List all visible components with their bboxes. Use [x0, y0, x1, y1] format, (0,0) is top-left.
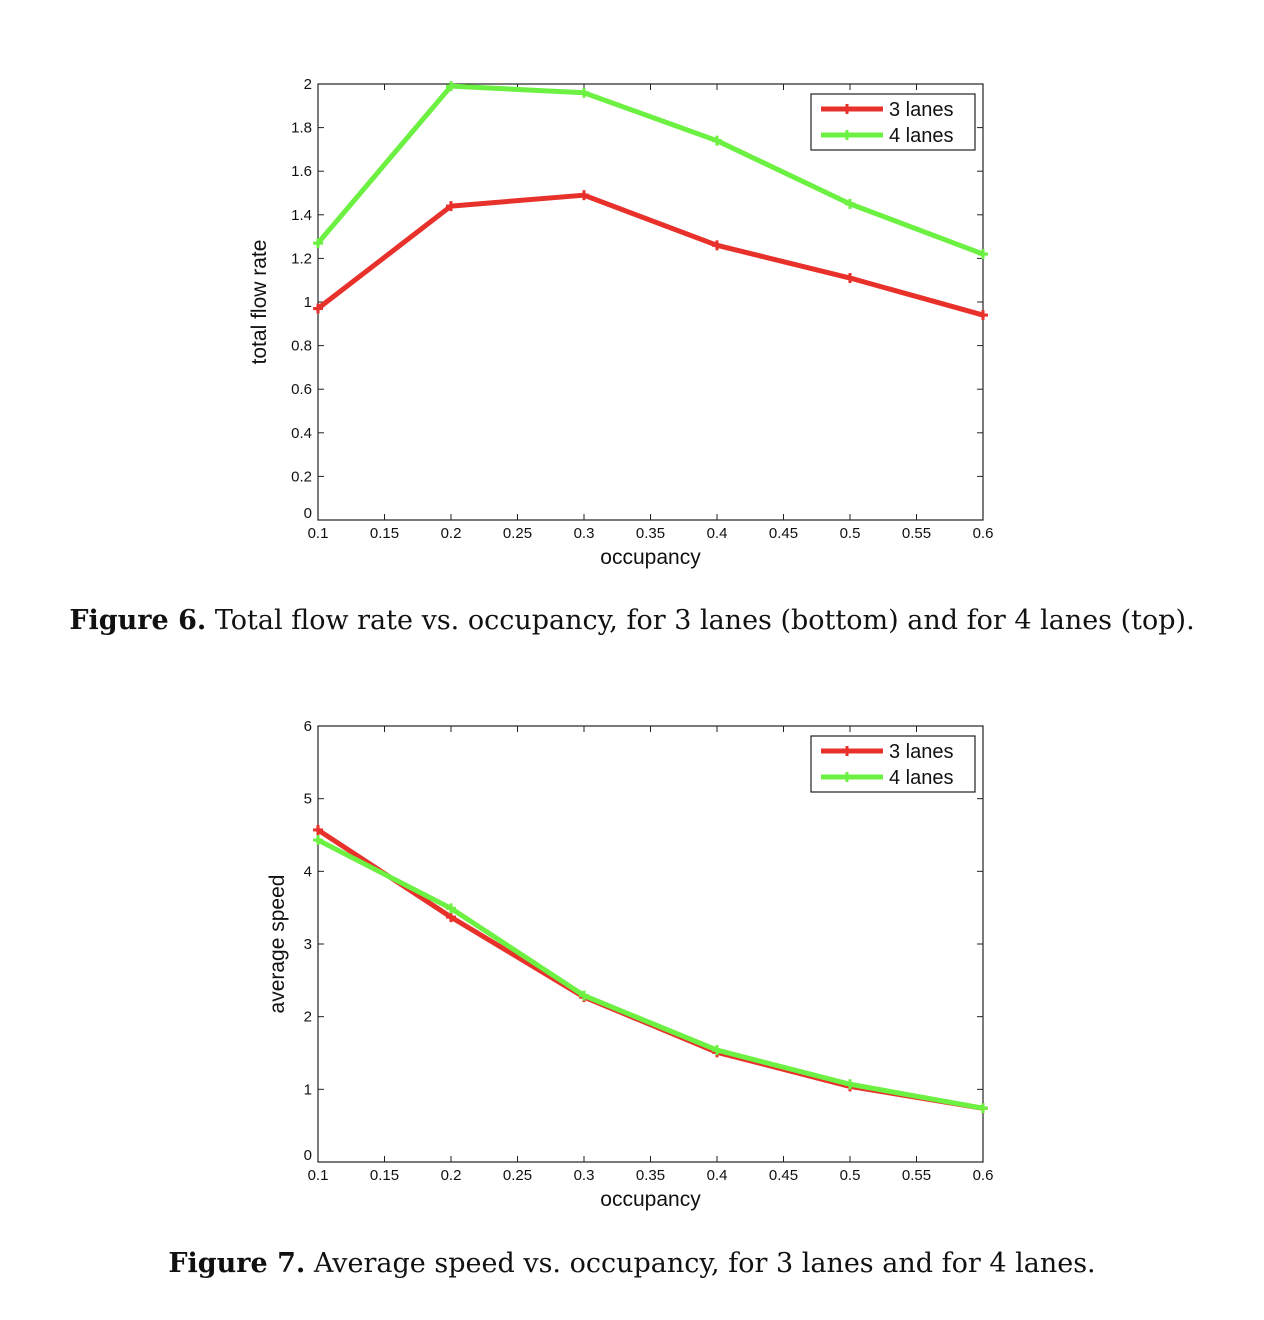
data-point-series-1	[845, 1079, 855, 1090]
average-speed-chart: 0.1 0.15 0.2 0.25 0.3 0.35 0.4 0.45 0.5 0.55 0.6 0 1…	[266, 718, 994, 1211]
data-point-series-1	[446, 81, 456, 92]
data-point-series-1	[579, 990, 589, 1001]
x-tick-label: 0.3	[574, 525, 595, 542]
x-tick-label: 0.45	[769, 1167, 798, 1184]
figure-6: 0.1 0.15 0.2 0.25 0.3 0.35 0.4 0.45 0.5 0.55 0.6 0 0…	[0, 76, 1264, 636]
y-tick-label: 1.4	[291, 207, 312, 224]
data-point-series-0	[446, 912, 456, 923]
legend-box	[810, 735, 976, 793]
flow-rate-chart: 0.1 0.15 0.2 0.25 0.3 0.35 0.4 0.45 0.5 0.55 0.6 0 0…	[248, 76, 994, 569]
x-tick-label: 0.4	[707, 1167, 728, 1184]
y-tick-label: 1.2	[291, 250, 312, 267]
y-tick-label: 4	[304, 863, 312, 880]
x-tick-label: 0.55	[902, 525, 931, 542]
x-tick-label: 0.4	[707, 525, 728, 542]
y-tick-label: 1.6	[291, 163, 312, 180]
y-tick-label: 5	[304, 791, 312, 808]
data-point-series-0	[446, 201, 456, 212]
data-point-series-1	[712, 135, 722, 146]
data-point-series-1	[712, 1045, 722, 1056]
x-tick-label: 0.35	[636, 1167, 665, 1184]
y-tick-label: 0	[304, 1147, 312, 1164]
y-tick-label: 0.8	[291, 338, 312, 355]
x-tick-label: 0.5	[840, 1167, 861, 1184]
x-tick-label: 0.1	[308, 525, 329, 542]
figure-7-caption-text: Average speed vs. occupancy, for 3 lanes…	[313, 1248, 1096, 1279]
figure-6-caption-label: Figure 6.	[69, 605, 207, 636]
legend-label-0: 3 lanes	[889, 99, 954, 121]
x-tick-label: 0.25	[503, 1167, 532, 1184]
x-tick-label: 0.5	[840, 525, 861, 542]
data-point-series-0	[313, 303, 323, 314]
y-tick-label: 6	[304, 718, 312, 735]
y-tick-label: 0	[304, 505, 312, 522]
figure-7-caption: Figure 7. Average speed vs. occupancy, f…	[0, 1248, 1264, 1279]
y-tick-label: 0.4	[291, 425, 312, 442]
figure-6-caption: Figure 6. Total flow rate vs. occupancy,…	[0, 605, 1264, 636]
data-point-series-0	[978, 310, 988, 321]
figure-7: 0.1 0.15 0.2 0.25 0.3 0.35 0.4 0.45 0.5 0.55 0.6 0 1…	[0, 660, 1264, 1320]
x-tick-label: 0.6	[973, 525, 994, 542]
series-line-1	[315, 837, 986, 1111]
y-tick-label: 1	[304, 1081, 312, 1098]
y-tick-label: 0.6	[291, 381, 312, 398]
legend-box	[810, 93, 976, 151]
y-axis-label: total flow rate	[248, 240, 271, 365]
data-point-series-1	[313, 238, 323, 249]
y-tick-label: 0.2	[291, 468, 312, 485]
y-tick-label: 2	[304, 1009, 312, 1026]
x-tick-label: 0.55	[902, 1167, 931, 1184]
data-point-series-1	[313, 835, 323, 846]
y-tick-label: 1.8	[291, 120, 312, 137]
figure-7-caption-label: Figure 7.	[168, 1248, 306, 1279]
x-tick-label: 0.2	[441, 525, 462, 542]
legend-label-1: 4 lanes	[889, 125, 954, 147]
x-tick-label: 0.1	[308, 1167, 329, 1184]
data-point-series-1	[446, 903, 456, 914]
y-tick-label: 3	[304, 936, 312, 953]
x-tick-label: 0.3	[574, 1167, 595, 1184]
legend: 3 lanes 4 lanes	[810, 93, 976, 151]
series-line-1	[315, 83, 986, 257]
legend: 3 lanes 4 lanes	[810, 735, 976, 793]
x-tick-label: 0.15	[370, 525, 399, 542]
series-line-0	[315, 192, 986, 318]
data-point-series-0	[579, 190, 589, 201]
x-tick-label: 0.35	[636, 525, 665, 542]
figure-6-caption-text: Total flow rate vs. occupancy, for 3 lan…	[214, 605, 1195, 636]
y-tick-label: 1	[304, 294, 312, 311]
y-tick-label: 2	[304, 76, 312, 93]
y-axis-label: average speed	[266, 875, 289, 1014]
data-point-series-1	[845, 198, 855, 209]
data-point-series-1	[978, 1103, 988, 1114]
x-tick-label: 0.2	[441, 1167, 462, 1184]
x-tick-label: 0.6	[973, 1167, 994, 1184]
x-axis-label: occupancy	[600, 546, 701, 569]
legend-label-0: 3 lanes	[889, 741, 954, 763]
data-point-series-0	[313, 824, 323, 835]
x-axis-label: occupancy	[600, 1188, 701, 1211]
series-line-0	[315, 827, 986, 1111]
data-point-series-0	[712, 240, 722, 251]
data-point-series-1	[978, 249, 988, 260]
legend-label-1: 4 lanes	[889, 767, 954, 789]
data-point-series-0	[845, 273, 855, 284]
x-tick-label: 0.25	[503, 525, 532, 542]
x-tick-label: 0.45	[769, 525, 798, 542]
data-point-series-1	[579, 87, 589, 98]
x-tick-label: 0.15	[370, 1167, 399, 1184]
